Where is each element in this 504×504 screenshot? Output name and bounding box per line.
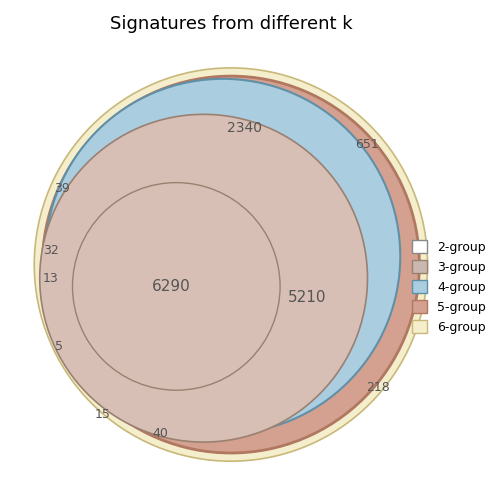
Circle shape	[34, 68, 427, 461]
Text: 40: 40	[152, 427, 168, 440]
Text: 5210: 5210	[288, 290, 327, 305]
Title: Signatures from different k: Signatures from different k	[109, 16, 352, 33]
Text: 39: 39	[54, 181, 70, 195]
Circle shape	[42, 76, 419, 453]
Circle shape	[45, 79, 400, 434]
Circle shape	[40, 114, 367, 442]
Legend: 2-group, 3-group, 4-group, 5-group, 6-group: 2-group, 3-group, 4-group, 5-group, 6-gr…	[407, 235, 491, 339]
Text: 2340: 2340	[227, 121, 262, 135]
Circle shape	[73, 182, 280, 390]
Text: 218: 218	[366, 381, 390, 394]
Text: 651: 651	[356, 138, 380, 151]
Text: 13: 13	[43, 272, 58, 285]
Text: 5: 5	[55, 340, 63, 353]
Text: 6290: 6290	[151, 279, 190, 294]
Text: 15: 15	[95, 408, 110, 421]
Text: 32: 32	[43, 244, 58, 258]
